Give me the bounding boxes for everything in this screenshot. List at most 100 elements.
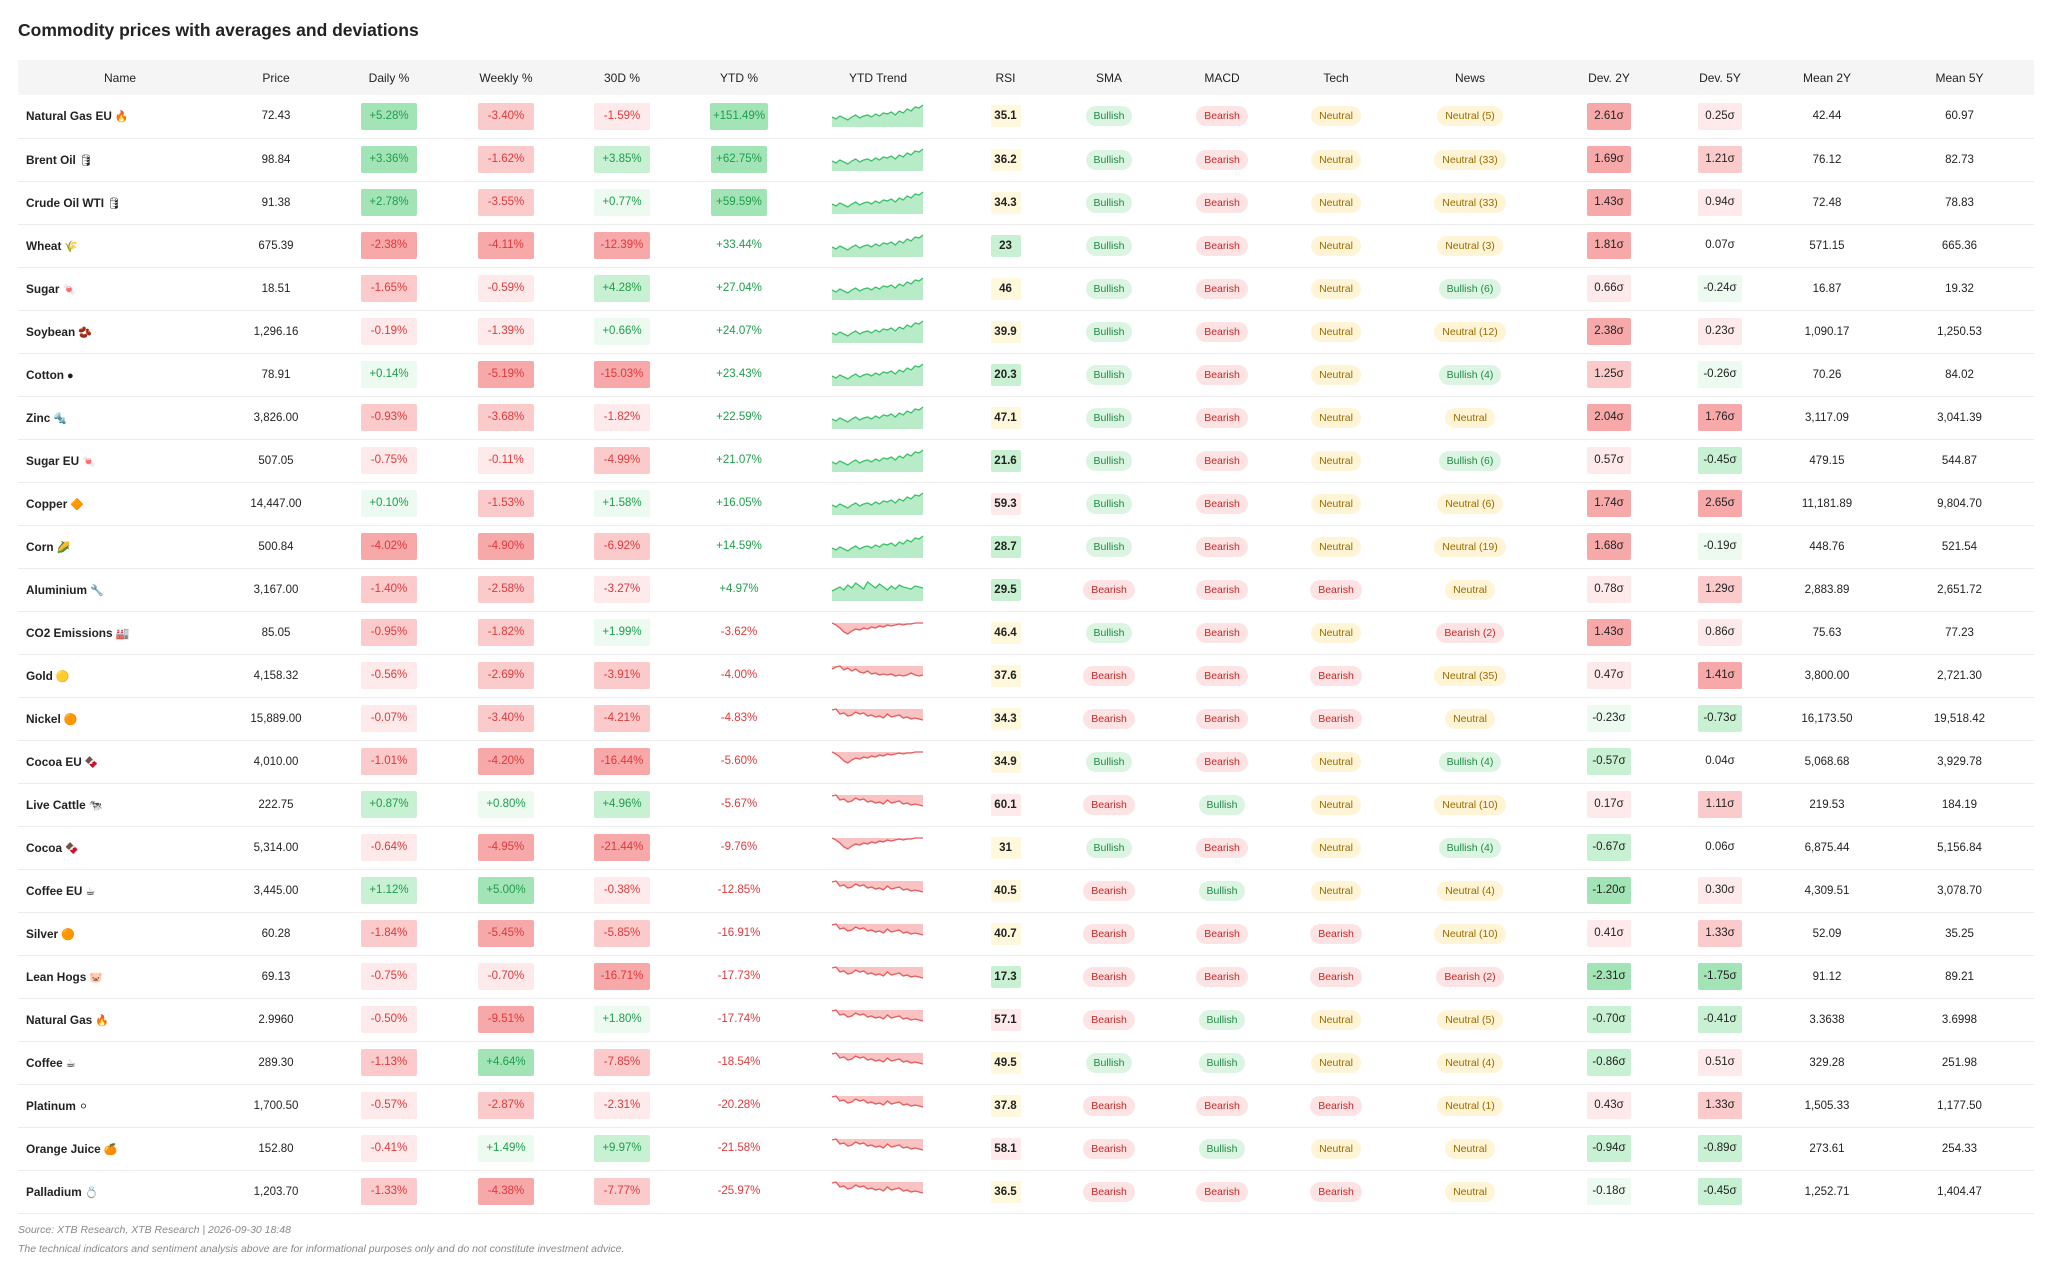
ytd-change-value: +151.49% (709, 102, 769, 130)
weekly-change-value: +4.64% (478, 1049, 534, 1076)
sma-badge: Bearish (1083, 1009, 1135, 1030)
price-cell: 98.84 (261, 153, 291, 166)
daily-change-value: +1.12% (361, 877, 417, 904)
news-badge: Neutral (1) (1437, 1095, 1503, 1116)
ytd-trend-cell (798, 525, 958, 568)
ytd-change-cell: +24.07% (680, 310, 798, 353)
30d-change-cell: +0.66% (564, 310, 680, 353)
mean-2y-cell: 75.63 (1812, 626, 1842, 639)
table-row: Live Cattle 🐄 222.75 +0.87% +0.80% +4.96% -5.6… (18, 783, 2034, 826)
commodity-name-cell: Coffee ☕ (18, 1041, 222, 1084)
rsi-value: 46.4 (990, 621, 1021, 644)
ytd-trend-sparkline (832, 1051, 924, 1065)
dev-5y-cell: -0.89σ (1671, 1127, 1769, 1170)
sma-badge: Bearish (1083, 1095, 1135, 1116)
ytd-change-cell: -5.60% (680, 740, 798, 783)
daily-change-value: -0.64% (361, 834, 417, 861)
mean-5y-cell: 2,721.30 (1937, 669, 1982, 682)
commodity-name-cell: Cocoa 🍫 (18, 826, 222, 869)
rsi-value: 47.1 (990, 406, 1021, 429)
rsi-cell: 36.2 (958, 138, 1053, 181)
daily-change-cell: -1.84% (330, 912, 448, 955)
sparkline-line (832, 104, 924, 122)
sma-badge-cell: Bullish (1053, 740, 1165, 783)
tech-badge-cell: Bearish (1279, 1170, 1393, 1213)
daily-change-cell: -0.41% (330, 1127, 448, 1170)
dev-5y-cell: 1.76σ (1671, 396, 1769, 439)
dev-5y-cell: -0.19σ (1671, 525, 1769, 568)
tech-badge-cell: Neutral (1279, 826, 1393, 869)
mean-2y-cell: 16,173.50 (1801, 712, 1853, 725)
dev-2y-value: -1.20σ (1587, 877, 1631, 904)
mean-2y-cell: 5,068.68 (1804, 755, 1850, 768)
ytd-change-cell: +22.59% (680, 396, 798, 439)
tech-badge: Neutral (1311, 622, 1361, 643)
daily-change-value: -0.56% (361, 662, 417, 689)
30d-change-value: +1.80% (594, 1006, 650, 1033)
commodity-name: Zinc (26, 410, 51, 425)
macd-badge-cell: Bullish (1165, 783, 1279, 826)
daily-change-cell: -0.19% (330, 310, 448, 353)
tech-badge: Bearish (1310, 966, 1362, 987)
ytd-trend-cell (798, 482, 958, 525)
ytd-change-cell: -9.76% (680, 826, 798, 869)
30d-change-cell: -2.31% (564, 1084, 680, 1127)
news-badge-cell: Neutral (12) (1393, 310, 1547, 353)
macd-badge: Bearish (1196, 278, 1248, 299)
macd-badge-cell: Bearish (1165, 439, 1279, 482)
commodity-icon: 🍊 (103, 1143, 118, 1156)
tech-badge: Neutral (1311, 278, 1361, 299)
commodity-name: Cocoa (26, 840, 63, 855)
column-header: Dev. 5Y (1699, 70, 1741, 85)
dev-2y-value: -0.70σ (1587, 1006, 1631, 1033)
table-row: Palladium 💍 1,203.70 -1.33% -4.38% -7.77% -25.… (18, 1170, 2034, 1213)
macd-badge-cell: Bearish (1165, 267, 1279, 310)
dev-5y-cell: 0.51σ (1671, 1041, 1769, 1084)
macd-badge-cell: Bearish (1165, 310, 1279, 353)
weekly-change-value: +1.49% (478, 1135, 534, 1162)
ytd-trend-cell (798, 310, 958, 353)
dev-2y-value: 1.68σ (1587, 533, 1631, 560)
mean-5y-cell: 3,041.39 (1937, 411, 1982, 424)
dev-2y-value: 1.43σ (1587, 189, 1631, 216)
commodity-name-cell: Sugar EU 🍬 (18, 439, 222, 482)
daily-change-value: -1.33% (361, 1178, 417, 1205)
commodity-name: Cotton (26, 367, 64, 382)
rsi-cell: 47.1 (958, 396, 1053, 439)
sparkline-line (832, 1008, 924, 1022)
dev-5y-value: -0.89σ (1698, 1135, 1742, 1162)
macd-badge-cell: Bearish (1165, 525, 1279, 568)
rsi-value: 34.9 (990, 750, 1021, 773)
sparkline-line (832, 664, 924, 677)
30d-change-value: +1.99% (594, 619, 650, 646)
dev-2y-value: 2.61σ (1587, 102, 1631, 130)
daily-change-cell: -0.50% (330, 998, 448, 1041)
ytd-trend-sparkline (832, 233, 924, 257)
dev-5y-cell: 0.30σ (1671, 869, 1769, 912)
mean-5y-cell: 2,651.72 (1937, 583, 1982, 596)
ytd-change-value: +21.07% (716, 454, 762, 466)
disclaimer-note: The technical indicators and sentiment a… (18, 1243, 625, 1255)
rsi-cell: 34.3 (958, 181, 1053, 224)
commodity-icon: 🍫 (84, 756, 99, 769)
macd-badge-cell: Bullish (1165, 869, 1279, 912)
sma-badge-cell: Bearish (1053, 912, 1165, 955)
dev-5y-value: -0.26σ (1698, 361, 1742, 388)
dev-5y-cell: -0.73σ (1671, 697, 1769, 740)
weekly-change-cell: -3.55% (448, 181, 564, 224)
mean-5y-cell: 1,177.50 (1937, 1099, 1982, 1112)
ytd-change-value: -17.73% (717, 970, 761, 982)
sma-badge-cell: Bullish (1053, 826, 1165, 869)
mean-5y-cell: 78.83 (1945, 196, 1974, 209)
news-badge: Neutral (12) (1434, 321, 1506, 342)
sma-badge: Bullish (1085, 106, 1133, 127)
ytd-trend-sparkline (832, 664, 924, 677)
mean-5y-cell: 77.23 (1945, 626, 1974, 639)
ytd-trend-sparkline (832, 1008, 924, 1022)
rsi-cell: 21.6 (958, 439, 1053, 482)
dev-2y-cell: 0.57σ (1547, 439, 1671, 482)
mean-5y-cell: 84.02 (1945, 368, 1974, 381)
macd-badge: Bearish (1196, 751, 1248, 772)
dev-5y-value: 2.65σ (1698, 490, 1742, 517)
tech-badge: Neutral (1311, 1009, 1361, 1030)
